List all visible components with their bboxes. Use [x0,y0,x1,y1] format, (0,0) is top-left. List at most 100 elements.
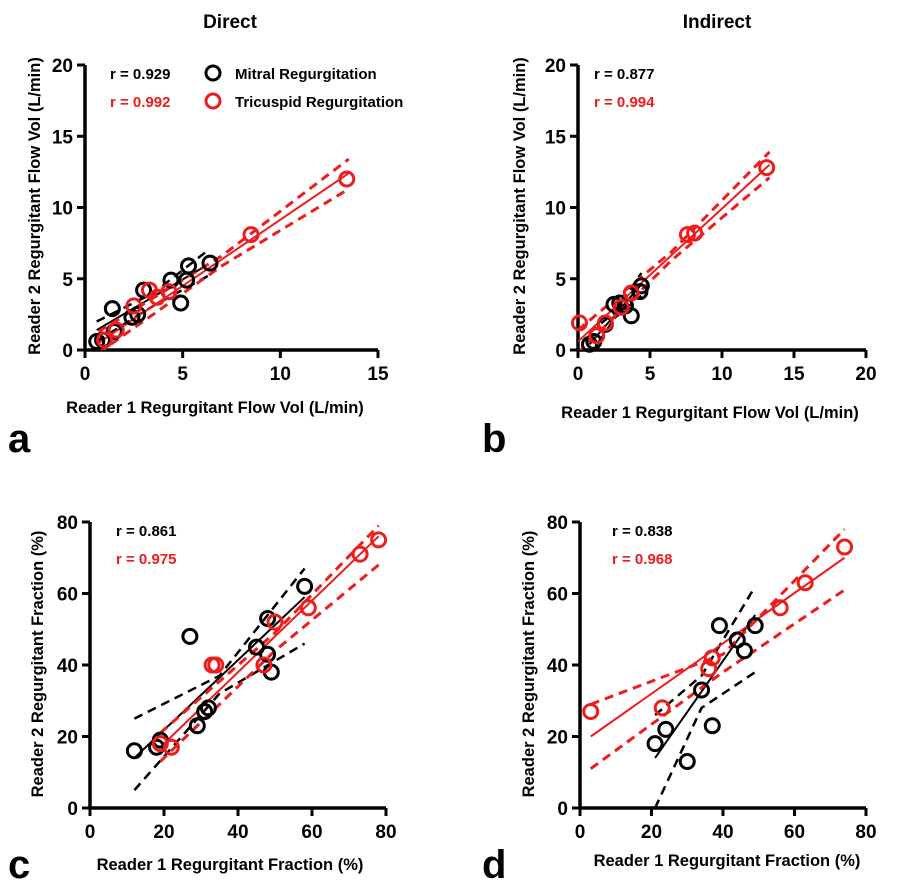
legend-tricuspid-marker [204,92,222,110]
tricuspid-point [678,226,696,244]
tricuspid-point [771,599,789,617]
tricuspid-point [151,735,169,753]
tricuspid-ci-lower [589,588,846,770]
r-value-mitral: r = 0.838 [612,523,672,540]
y-tick-label: 40 [547,656,568,677]
mitral-point [180,257,198,275]
y-tick-label: 15 [545,127,567,148]
y-tick-label: 80 [57,513,78,534]
panel-letter: d [482,843,506,883]
x-tick-label: 20 [641,822,662,843]
tricuspid-point [570,314,588,332]
y-tick-label: 0 [62,341,73,362]
tricuspid-point [700,660,718,678]
tricuspid-ci-lower [578,176,771,350]
tricuspid-ci-lower [100,187,350,350]
y-tick-label: 0 [555,341,566,362]
panel-a-title: Direct [203,12,258,33]
x-axis-label: Reader 1 Regurgitant Fraction (%) [97,856,364,874]
tricuspid-ci-upper [159,524,380,735]
tricuspid-point [796,574,814,592]
x-tick-label: 5 [645,364,656,385]
tricuspid-point [612,298,630,316]
tricuspid-point [125,297,143,315]
r-value-tricuspid: r = 0.968 [612,551,672,568]
mitral-point [693,681,711,699]
r-value-tricuspid: r = 0.994 [594,94,655,111]
x-tick-label: 0 [85,822,96,843]
mitral-point [646,735,664,753]
r-value-tricuspid: r = 0.975 [116,551,176,568]
mitral-point [129,305,147,323]
tricuspid-lines [578,150,771,350]
r-value-mitral: r = 0.861 [116,523,176,540]
x-tick-label: 0 [575,822,586,843]
y-axis-label: Reader 2 Regurgitant Flow Vol (L/min) [26,57,44,355]
mitral-point [678,753,696,771]
y-tick-label: 20 [57,728,78,749]
panel-c: 0 20 40 60 80 0 20 40 60 80 Reader 1 Regurgitant F… [8,513,397,883]
tricuspid-ci-upper [97,157,350,333]
tricuspid-point [370,531,388,549]
tricuspid-point [299,599,317,617]
tricuspid-point [703,649,721,667]
x-tick-label: 40 [712,822,733,843]
x-tick-label: 15 [367,364,389,385]
y-tick-label: 15 [52,127,74,148]
y-tick-label: 60 [547,585,568,606]
y-tick-label: 0 [557,799,568,820]
y-tick-label: 20 [52,56,73,77]
x-tick-label: 60 [301,822,322,843]
x-tick-label: 15 [783,364,805,385]
tricuspid-point [351,545,369,563]
x-tick-label: 0 [573,364,584,385]
x-tick-label: 80 [375,822,396,843]
panel-b: Indirect 0 5 10 15 20 0 5 10 15 20 Reader 1 Regurgi… [482,12,877,461]
tricuspid-point [596,314,614,332]
y-tick-label: 10 [545,199,566,220]
y-tick-label: 5 [62,270,73,291]
x-tick-label: 40 [227,822,248,843]
x-tick-label: 20 [855,364,876,385]
tricuspid-point [242,226,260,244]
y-tick-label: 40 [57,656,78,677]
y-axis-label: Reader 2 Regurgitant Fraction (%) [29,531,47,798]
legend-mitral-label: Mitral Regurgitation [235,66,377,83]
mitral-point [703,717,721,735]
panel-letter: c [8,843,30,883]
tricuspid-ci-lower [159,563,380,763]
tricuspid-point [686,224,704,242]
mitral-point [103,300,121,318]
mitral-point [746,617,764,635]
mitral-ci-upper [133,567,306,720]
mitral-point [296,577,314,595]
tricuspid-point [653,699,671,717]
mitral-point [201,254,219,272]
tricuspid-point [96,331,114,349]
y-tick-label: 10 [52,199,73,220]
x-tick-label: 10 [711,364,732,385]
panel-d: 0 20 40 60 80 0 20 40 60 80 Reader 1 Regurgitant F… [482,513,877,883]
tricuspid-point [207,656,225,674]
mitral-ci-upper [654,585,757,717]
tricuspid-point [266,613,284,631]
panel-b-title: Indirect [683,12,752,33]
panel-letter: b [482,417,506,461]
mitral-ci-lower [133,642,306,791]
y-axis-label: Reader 2 Regurgitant Flow Vol (L/min) [511,57,529,355]
y-tick-label: 60 [57,585,78,606]
panel-letter: a [8,417,31,461]
r-value-mitral: r = 0.929 [110,66,170,83]
y-axis-label: Reader 2 Regurgitant Fraction (%) [520,531,538,798]
mitral-point [196,702,214,720]
legend-tricuspid-label: Tricuspid Regurgitation [235,94,403,111]
tricuspid-point [622,284,640,302]
tricuspid-point [582,702,600,720]
mitral-point [259,645,277,663]
y-tick-label: 20 [545,56,566,77]
y-tick-label: 5 [555,270,566,291]
tricuspid-point [338,170,356,188]
tricuspid-point [160,283,178,301]
x-tick-label: 20 [153,822,174,843]
